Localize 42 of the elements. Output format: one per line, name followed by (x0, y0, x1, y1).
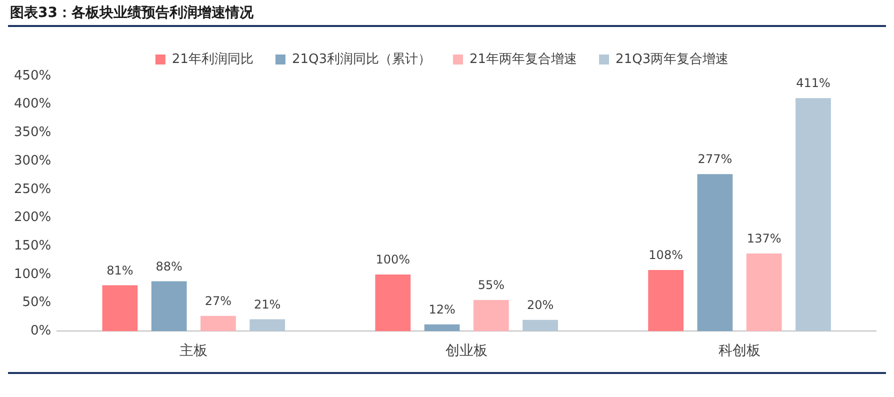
bar (648, 270, 684, 332)
x-tick-label: 主板 (180, 343, 208, 360)
chart-title: 图表33：各板块业绩预告利润增速情况 (9, 4, 254, 23)
y-tick-label: 350% (14, 125, 52, 140)
text: 100% (376, 252, 410, 267)
text: 88% (156, 259, 182, 274)
bar (424, 324, 460, 332)
legend-label: 21年两年复合增速 (470, 52, 578, 67)
bar (473, 300, 509, 332)
y-tick-label: 450% (14, 68, 52, 84)
x-tick-label: 科创板 (718, 343, 761, 360)
y-tick-label: 200% (14, 210, 52, 226)
x-tick-label: 创业板 (446, 343, 488, 360)
y-tick-label: 100% (14, 266, 52, 282)
y-tick-label: 300% (14, 153, 52, 168)
y-tick-label: 50% (22, 295, 52, 310)
text: 21% (254, 297, 281, 312)
bar (250, 319, 286, 332)
y-tick-label: 0% (30, 324, 52, 339)
text: 411% (796, 76, 830, 90)
text: 55% (478, 278, 504, 292)
bar (796, 98, 831, 332)
text: 12% (428, 302, 456, 317)
text: 27% (204, 294, 232, 308)
text: 137% (746, 232, 782, 246)
text: 108% (648, 248, 683, 262)
bar (746, 254, 782, 332)
bar (697, 174, 733, 332)
text: 81% (106, 263, 134, 278)
legend-label: 21年利润同比 (172, 52, 254, 67)
text: 277% (698, 152, 732, 166)
bar (102, 285, 138, 332)
bar (200, 316, 236, 332)
y-tick-label: 150% (14, 238, 52, 254)
bar (375, 274, 411, 332)
bar (522, 320, 558, 332)
legend-label: 21Q3利润同比（累计） (292, 52, 431, 67)
legend-label: 21Q3两年复合增速 (616, 52, 729, 67)
y-tick-label: 400% (14, 96, 52, 112)
bar (151, 281, 187, 332)
text: 20% (526, 298, 554, 312)
y-tick-label: 250% (14, 182, 52, 197)
